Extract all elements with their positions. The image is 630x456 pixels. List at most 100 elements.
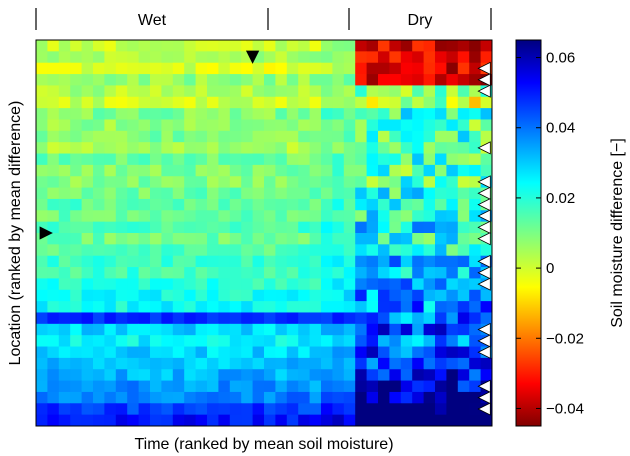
heatmap-cell <box>446 51 459 64</box>
heatmap-cell <box>207 62 219 75</box>
heatmap-cell <box>378 62 390 75</box>
heatmap-cell <box>58 142 71 154</box>
heatmap-cell <box>309 414 322 427</box>
heatmap-cell <box>161 51 174 64</box>
heatmap-cell <box>343 142 356 154</box>
heatmap-cell <box>355 289 367 302</box>
heatmap-cell <box>298 187 310 200</box>
heatmap-cell <box>412 346 424 359</box>
heatmap-cell <box>457 323 470 336</box>
heatmap-cell <box>195 244 208 257</box>
heatmap-cell <box>184 323 196 336</box>
heatmap-cell <box>93 335 105 347</box>
heatmap-cell <box>229 108 242 120</box>
heatmap-cell <box>286 323 299 336</box>
heatmap-cell <box>207 301 219 313</box>
heatmap-cell <box>446 380 459 393</box>
heatmap-cell <box>378 176 390 188</box>
heatmap-cell <box>70 323 82 336</box>
heatmap-cell <box>229 301 242 313</box>
heatmap-cell <box>378 323 390 336</box>
heatmap-cell <box>366 323 379 336</box>
heatmap-cell <box>218 414 231 427</box>
heatmap-cell <box>229 289 242 302</box>
heatmap-cell <box>423 108 436 120</box>
heatmap-cell <box>81 414 94 427</box>
heatmap-cell <box>446 108 459 120</box>
heatmap-cell <box>275 74 288 86</box>
heatmap-cell <box>93 301 105 313</box>
heatmap-cell <box>252 210 265 223</box>
heatmap-cell <box>81 289 94 302</box>
heatmap-cell <box>309 233 322 245</box>
heatmap-cell <box>435 153 447 166</box>
heatmap-cell <box>378 210 390 223</box>
heatmap-cell <box>229 176 242 188</box>
heatmap-cell <box>115 187 128 200</box>
heatmap-cell <box>264 40 276 52</box>
heatmap-cell <box>81 335 94 347</box>
heatmap-cell <box>309 312 322 325</box>
heatmap-cell <box>366 221 379 234</box>
colorbar-tick-label: 0.04 <box>546 120 575 137</box>
heatmap-cell <box>150 210 162 223</box>
heatmap-cell <box>480 289 493 302</box>
heatmap-cell <box>93 414 105 427</box>
heatmap-cell <box>36 312 48 325</box>
heatmap-cell <box>446 244 459 257</box>
heatmap-cell <box>252 119 265 132</box>
heatmap-cell <box>309 130 322 143</box>
heatmap-cell <box>446 40 459 52</box>
heatmap-cell <box>275 289 288 302</box>
heatmap-cell <box>446 357 459 370</box>
heatmap-cell <box>332 176 345 188</box>
heatmap-cell <box>286 267 299 279</box>
heatmap-cell <box>58 278 71 291</box>
heatmap-cell <box>81 403 94 416</box>
heatmap-cell <box>309 278 322 291</box>
heatmap-cell <box>229 244 242 257</box>
heatmap-cell <box>115 74 128 86</box>
heatmap-cell <box>275 255 288 268</box>
heatmap-cell <box>423 403 436 416</box>
heatmap-cell <box>218 369 231 381</box>
heatmap-cell <box>366 357 379 370</box>
heatmap-cell <box>378 153 390 166</box>
colorbar-tick-label: 0 <box>546 260 554 277</box>
heatmap-cell <box>400 96 413 109</box>
heatmap-cell <box>309 210 322 223</box>
heatmap-cell <box>400 210 413 223</box>
left-triangle-marker <box>477 84 491 98</box>
right-triangle-marker <box>39 226 53 240</box>
heatmap-cell <box>47 153 60 166</box>
heatmap-cell <box>81 391 94 404</box>
heatmap-cell <box>298 142 310 154</box>
heatmap-cell <box>93 119 105 132</box>
heatmap-cell <box>207 130 219 143</box>
heatmap-cell <box>36 357 48 370</box>
heatmap-cell <box>70 51 82 64</box>
heatmap-cell <box>104 380 117 393</box>
heatmap-cell <box>286 380 299 393</box>
heatmap-cell <box>138 335 151 347</box>
heatmap-cell <box>480 244 493 257</box>
left-triangle-marker <box>477 197 491 212</box>
heatmap-cell <box>172 301 185 313</box>
heatmap-cell <box>264 267 276 279</box>
heatmap-cell <box>252 51 265 64</box>
heatmap-cell <box>457 391 470 404</box>
heatmap-cell <box>184 153 196 166</box>
heatmap-cell <box>138 51 151 64</box>
heatmap-cell <box>47 198 60 211</box>
heatmap-cell <box>207 403 219 416</box>
heatmap-cell <box>435 51 447 64</box>
heatmap-cell <box>355 414 367 427</box>
heatmap-cell <box>389 301 402 313</box>
heatmap-cell <box>355 96 367 109</box>
down-triangle-marker <box>245 50 260 64</box>
heatmap-cell <box>389 51 402 64</box>
heatmap-cell <box>47 40 60 52</box>
heatmap-cell <box>81 301 94 313</box>
heatmap-cell <box>252 96 265 109</box>
heatmap-cell <box>138 153 151 166</box>
